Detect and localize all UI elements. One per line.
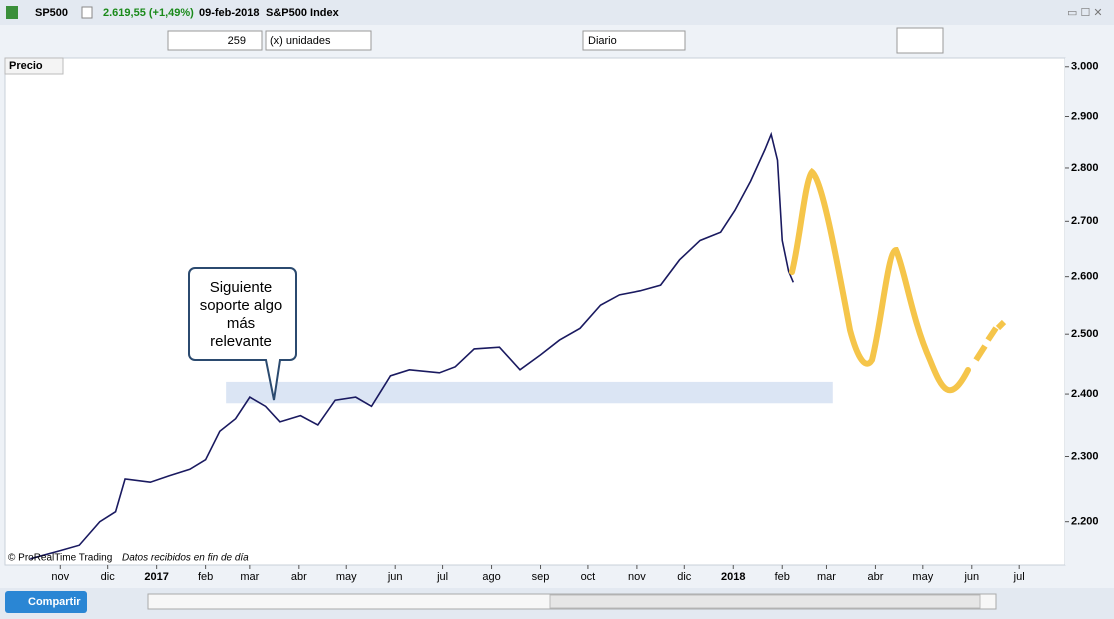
callout-text: Siguiente bbox=[210, 279, 273, 296]
indicator-button[interactable] bbox=[896, 27, 944, 54]
scroll-thumb[interactable] bbox=[549, 594, 981, 609]
symbol[interactable]: SP500 bbox=[35, 7, 68, 19]
y-tick-label: 2.300 bbox=[1071, 450, 1099, 462]
instrument: S&P500 Index bbox=[266, 7, 340, 19]
x-tick-label: dic bbox=[101, 571, 116, 583]
units-label[interactable]: (x) unidades bbox=[270, 35, 331, 47]
icon bbox=[6, 6, 18, 19]
period[interactable]: Diario bbox=[588, 35, 617, 47]
x-tick-label: nov bbox=[628, 571, 646, 583]
x-tick-label: may bbox=[336, 571, 357, 583]
period-select[interactable] bbox=[582, 30, 686, 51]
title-bar bbox=[0, 0, 1114, 25]
panel-label-box[interactable] bbox=[4, 57, 64, 75]
date: 09-feb-2018 bbox=[199, 7, 260, 19]
toolbar bbox=[0, 25, 1114, 57]
note: Datos recibidos en fin de día bbox=[122, 553, 249, 564]
x-tick-label: jul bbox=[1013, 571, 1025, 583]
x-tick-label: nov bbox=[51, 571, 69, 583]
support-band bbox=[226, 381, 833, 404]
x-tick-label: may bbox=[912, 571, 933, 583]
quote: 2.619,55 (+1,49%) bbox=[103, 7, 194, 19]
x-tick-label: dic bbox=[677, 571, 692, 583]
units-value[interactable]: 259 bbox=[228, 35, 246, 47]
x-tick-label: abr bbox=[867, 571, 883, 583]
x-tick-label: jun bbox=[387, 571, 403, 583]
callout bbox=[188, 267, 297, 401]
x-tick-label: ago bbox=[482, 571, 500, 583]
projection-drawing bbox=[973, 319, 1007, 362]
x-tick-label: feb bbox=[775, 571, 790, 583]
plot-area bbox=[4, 57, 1066, 566]
window-controls[interactable]: ▭ ☐ ✕ bbox=[1067, 7, 1103, 19]
y-tick-label: 3.000 bbox=[1071, 61, 1099, 73]
y-axis-area bbox=[1065, 58, 1114, 565]
y-tick-label: 2.400 bbox=[1071, 388, 1099, 400]
credit: © ProRealTime Trading bbox=[8, 553, 112, 564]
info-icon[interactable] bbox=[81, 6, 93, 19]
y-tick-label: 2.800 bbox=[1071, 162, 1099, 174]
x-tick-label: feb bbox=[198, 571, 213, 583]
price-line bbox=[30, 131, 795, 560]
x-tick-label: 2017 bbox=[144, 571, 168, 583]
y-tick-label: 2.700 bbox=[1071, 215, 1099, 227]
share-button[interactable] bbox=[5, 591, 87, 613]
y-tick-label: 2.900 bbox=[1071, 110, 1099, 122]
x-tick-label: 2018 bbox=[721, 571, 745, 583]
projection-drawing bbox=[789, 167, 971, 394]
x-tick-label: jul bbox=[436, 571, 448, 583]
x-tick-label: oct bbox=[581, 571, 596, 583]
panel-label[interactable]: Precio bbox=[9, 60, 43, 72]
callout-text: soporte algo bbox=[200, 297, 283, 314]
y-tick-label: 2.500 bbox=[1071, 328, 1099, 340]
callout-text: más bbox=[227, 315, 255, 332]
y-tick-label: 2.200 bbox=[1071, 516, 1099, 528]
x-tick-label: mar bbox=[817, 571, 836, 583]
share-label[interactable]: Compartir bbox=[28, 596, 81, 608]
x-tick-label: sep bbox=[532, 571, 550, 583]
y-tick-label: 2.600 bbox=[1071, 271, 1099, 283]
units-input[interactable] bbox=[167, 30, 263, 51]
units-select[interactable] bbox=[265, 30, 372, 51]
x-tick-label: jun bbox=[963, 571, 979, 583]
x-tick-label: abr bbox=[291, 571, 307, 583]
x-tick-label: mar bbox=[240, 571, 259, 583]
callout-text: relevante bbox=[210, 333, 272, 350]
